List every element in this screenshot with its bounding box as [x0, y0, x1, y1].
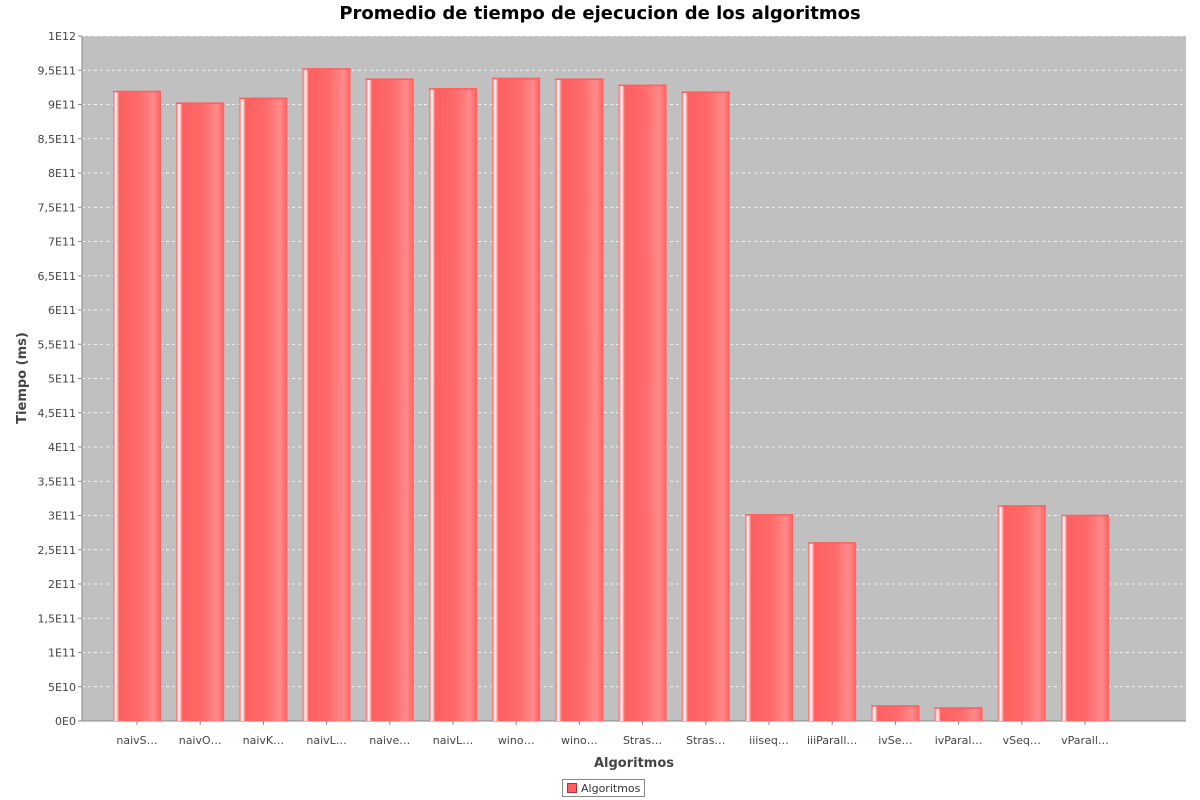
y-tick-label: 7,5E11: [38, 201, 76, 214]
y-tick-label: 4,5E11: [38, 407, 76, 420]
y-tick-label: 2,5E11: [38, 544, 76, 557]
x-tick-label: iiiseq…: [749, 734, 789, 747]
y-tick-label: 9,5E11: [38, 64, 76, 77]
y-tick-label: 0E0: [55, 715, 76, 728]
y-tick-label: 7E11: [48, 236, 76, 249]
y-tick-label: 4E11: [48, 441, 76, 454]
bar-top-edge: [429, 88, 477, 90]
y-tick-label: 5,5E11: [38, 338, 76, 351]
y-tick-label: 6,5E11: [38, 270, 76, 283]
bars: [113, 68, 1109, 722]
y-tick-label: 3E11: [48, 510, 76, 523]
x-tick-label: naivL…: [306, 734, 346, 747]
bar-7: [492, 77, 541, 721]
x-tick-label: wino…: [561, 734, 598, 747]
bar-top-edge: [176, 102, 225, 104]
bar-top-edge: [997, 505, 1046, 507]
legend: Algoritmos: [562, 779, 646, 797]
y-tick-labels: 0E0 5E10 1E11 1,5E11 2E11 2,5E11 3E11 3,5E11 4E1…: [38, 30, 76, 728]
bar-12: [808, 542, 857, 721]
y-tick-label: 5E10: [48, 681, 76, 694]
x-tick-label: vParall…: [1061, 734, 1109, 747]
x-axis-title: Algoritmos: [594, 756, 674, 771]
y-tick-label: 2E11: [48, 578, 76, 591]
bar-16: [1061, 514, 1109, 721]
bar-3: [239, 97, 288, 721]
bar-top-edge: [113, 90, 161, 93]
bar-top-edge: [681, 91, 730, 93]
y-tick-label: 5E11: [48, 373, 76, 386]
bar-top-edge: [239, 97, 288, 100]
y-tick-label: 1E11: [48, 647, 76, 660]
x-tick-label: wino…: [498, 734, 535, 747]
bar-8: [555, 78, 604, 722]
bar-13: [871, 705, 920, 721]
x-tick-label: Stras…: [623, 734, 662, 747]
bar-top-edge: [808, 542, 857, 544]
x-tick-label: iiiParall…: [807, 734, 857, 747]
y-tick-label: 8,5E11: [38, 133, 76, 146]
x-tick-label: naivK…: [243, 734, 285, 747]
bar-top-edge: [1061, 514, 1109, 517]
x-tick-label: vSeq…: [1003, 734, 1041, 747]
bar-15: [997, 505, 1046, 721]
bar-top-edge: [492, 77, 541, 80]
x-tick-labels: naivS… naivO… naivK… naivL… naive… naivL… wino…: [116, 734, 1109, 747]
y-tick-label: 6E11: [48, 304, 76, 317]
bar-4: [302, 68, 351, 721]
bar-6: [429, 88, 477, 721]
legend-label: Algoritmos: [581, 781, 641, 795]
legend-swatch: [567, 783, 577, 793]
bar-top-edge: [745, 514, 793, 516]
bar-top-edge: [365, 78, 414, 80]
x-tick-label: naive…: [369, 734, 410, 747]
bar-top-edge: [618, 84, 667, 87]
x-tick-label: naivS…: [116, 734, 157, 747]
chart-title: Promedio de tiempo de ejecucion de los a…: [339, 3, 861, 24]
x-tick-label: naivL…: [433, 734, 473, 747]
bar-top-edge: [934, 707, 983, 709]
y-tick-label: 1,5E11: [38, 612, 76, 625]
bar-10: [681, 91, 730, 722]
x-tick-label: Stras…: [686, 734, 725, 747]
bar-1: [113, 90, 161, 722]
y-tick-label: 8E11: [48, 167, 76, 180]
x-tick-label: ivParal…: [935, 734, 983, 747]
y-axis-title: Tiempo (ms): [15, 332, 30, 424]
bar-14: [934, 707, 983, 721]
bar-2: [176, 102, 225, 721]
y-tick-label: 1E12: [48, 30, 76, 43]
bar-9: [618, 84, 667, 721]
bar-11: [745, 514, 793, 721]
bar-top-edge: [302, 68, 351, 70]
bar-top-edge: [555, 78, 604, 80]
bar-top-edge: [871, 705, 920, 707]
x-tick-label: naivO…: [179, 734, 222, 747]
y-tick-label: 3,5E11: [38, 475, 76, 488]
x-tick-label: ivSe…: [878, 734, 912, 747]
bar-5: [365, 78, 414, 722]
y-tick-label: 9E11: [48, 99, 76, 112]
